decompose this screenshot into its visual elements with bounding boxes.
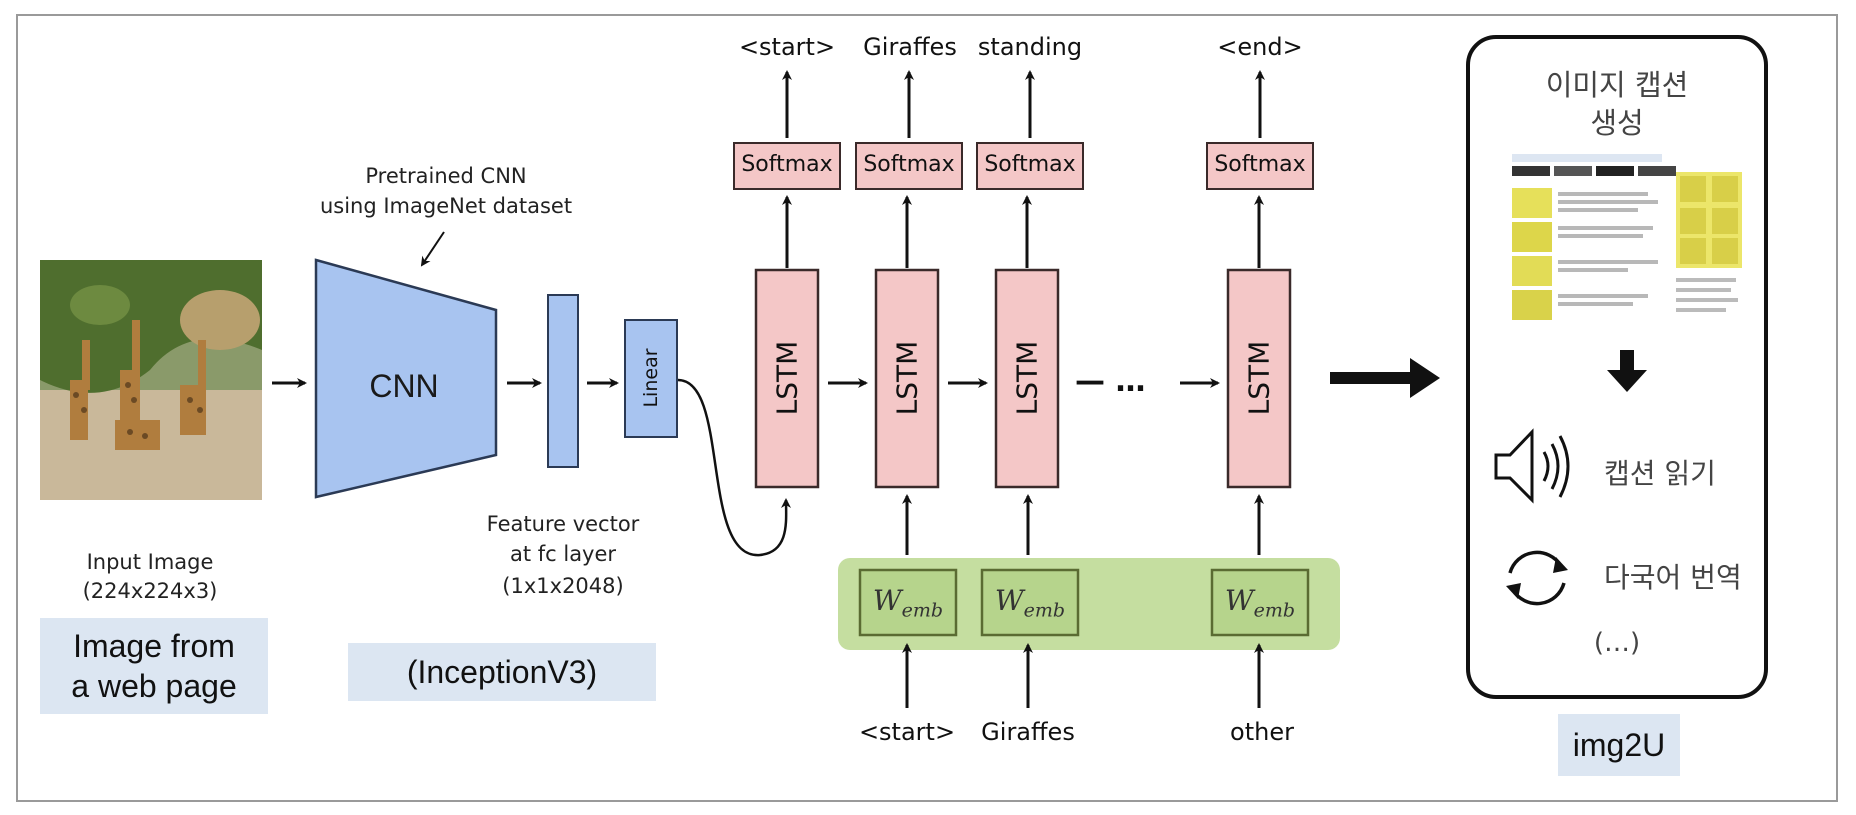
embedding-label-sub: emb: [1023, 599, 1066, 622]
softmax-box-3: [976, 142, 1084, 190]
embedding-label-sub: emb: [1253, 599, 1296, 622]
cnn-block: [314, 258, 498, 499]
embedding-label-main: W: [872, 584, 902, 617]
figure-frame: [16, 14, 1838, 802]
embedding-label-main: W: [1224, 584, 1254, 617]
softmax-label-3: Softmax: [984, 152, 1076, 177]
speaker-icon: [1494, 428, 1570, 504]
annotation-pointer: [420, 231, 445, 267]
translate-label: 다국어 번역: [1604, 561, 1742, 594]
input-token-3: other: [1230, 718, 1294, 746]
embedding-label-1: Wemb: [873, 584, 943, 622]
refresh-icon: [1506, 550, 1568, 606]
embedding-label-main: W: [994, 584, 1024, 617]
img2u-title-line1: 이미지 캡션: [1545, 68, 1689, 102]
lstm-label-2: LSTM: [890, 340, 924, 416]
lstm-label-1: LSTM: [770, 340, 804, 416]
sequence-ellipsis: — …: [1075, 364, 1146, 399]
feature-vector-line3: (1x1x2048): [502, 574, 624, 598]
softmax-label-1: Softmax: [741, 152, 833, 177]
embedding-label-sub: emb: [901, 599, 944, 622]
arrow-down-icon: [1620, 350, 1634, 372]
cnn-annotation-line1: Pretrained CNN: [365, 164, 527, 188]
cnn-label: CNN: [369, 368, 439, 404]
input-token-2: Giraffes: [981, 718, 1075, 746]
lstm-label-3: LSTM: [1010, 340, 1044, 416]
embedding-label-2: Wemb: [995, 584, 1065, 622]
softmax-box-2: [855, 142, 963, 190]
linear-label: Linear: [640, 348, 662, 408]
img2u-tag: img2U: [1558, 714, 1680, 776]
feature-vector-line1: Feature vector: [486, 512, 640, 536]
output-token-4: <end>: [1217, 33, 1303, 61]
lstm-cell-3: [994, 268, 1060, 489]
softmax-box-4: [1206, 142, 1314, 190]
arrow-right-icon: [1410, 358, 1440, 398]
giraffe-photo: [40, 260, 262, 500]
linear-block: [624, 319, 678, 438]
image-source-tag-line2: a web page: [71, 668, 237, 704]
output-token-1: <start>: [738, 33, 836, 61]
input-token-1: <start>: [858, 718, 956, 746]
feature-vector-line2: at fc layer: [509, 542, 617, 566]
read-caption-label: 캡션 읽기: [1604, 457, 1716, 490]
image-source-tag-line1: Image from: [73, 628, 235, 664]
arrow-down-icon: [1607, 370, 1647, 392]
output-token-2: Giraffes: [863, 33, 957, 61]
lstm-cell-2: [874, 268, 940, 489]
cnn-model-tag: (InceptionV3): [348, 643, 656, 701]
embedding-box-1: [858, 568, 958, 637]
img2u-title-line2: 생성: [1590, 106, 1644, 140]
softmax-label-4: Softmax: [1214, 152, 1306, 177]
lstm-label-4: LSTM: [1242, 340, 1276, 416]
cnn-annotation-line2: using ImageNet dataset: [319, 194, 573, 218]
more-features-label: (…): [1593, 628, 1641, 658]
image-source-tag: Image from a web page: [40, 618, 268, 714]
softmax-box-1: [733, 142, 841, 190]
embedding-label-3: Wemb: [1225, 584, 1295, 622]
input-caption-line2: (224x224x3): [82, 579, 218, 603]
linear-to-lstm-curve: [677, 378, 792, 557]
feature-vector-bar: [547, 294, 579, 468]
lstm-cell-1: [754, 268, 820, 489]
output-token-3: standing: [977, 33, 1083, 61]
input-caption-line1: Input Image: [86, 550, 214, 574]
webpage-thumbnail: [1508, 150, 1748, 328]
embedding-box-2: [980, 568, 1080, 637]
lstm-cell-4: [1226, 268, 1292, 489]
softmax-label-2: Softmax: [863, 152, 955, 177]
embedding-box-3: [1210, 568, 1310, 637]
